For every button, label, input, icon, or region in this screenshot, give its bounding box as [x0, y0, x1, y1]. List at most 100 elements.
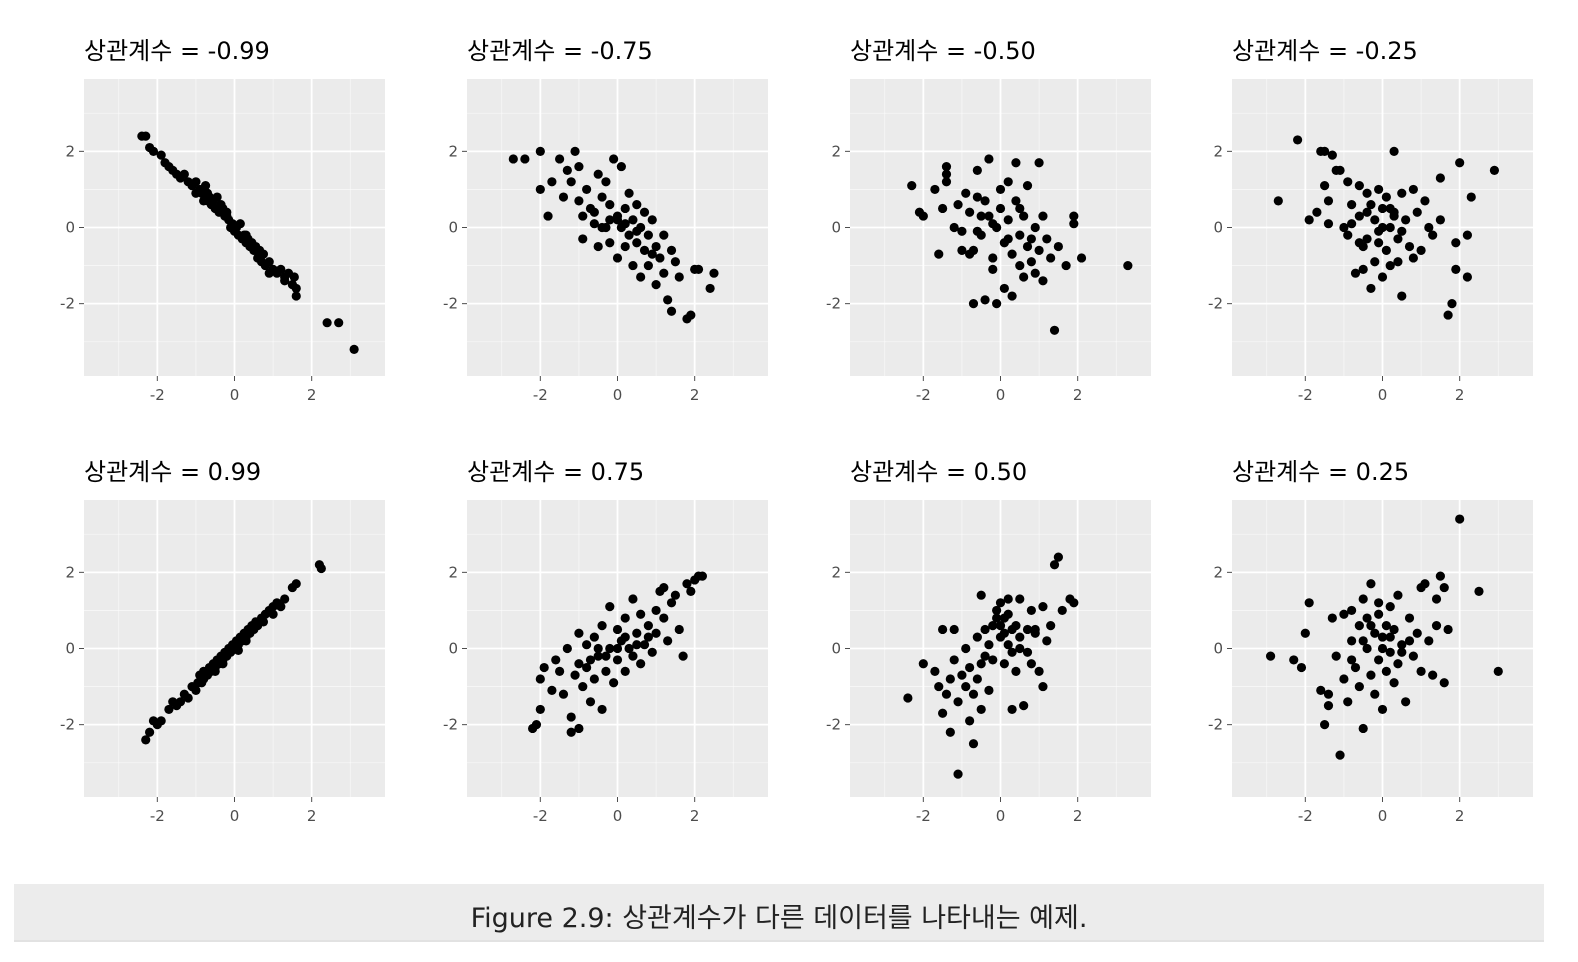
- data-point: [620, 613, 630, 623]
- data-point: [1042, 636, 1052, 646]
- data-point: [605, 215, 615, 225]
- data-point: [1335, 750, 1345, 760]
- data-point: [172, 701, 182, 711]
- data-point: [1412, 628, 1422, 638]
- y-tick-label: 0: [831, 219, 841, 237]
- data-point: [605, 200, 615, 210]
- x-tick-label: -2: [916, 807, 931, 825]
- data-point: [349, 344, 359, 354]
- data-point: [1022, 624, 1033, 635]
- data-point: [980, 651, 990, 661]
- data-point: [1362, 207, 1372, 217]
- data-point: [1011, 196, 1021, 206]
- data-point: [659, 582, 669, 593]
- x-tick-label: -2: [150, 807, 165, 825]
- data-point: [535, 146, 545, 156]
- data-point: [280, 276, 290, 286]
- data-point: [992, 605, 1002, 616]
- data-point: [593, 241, 603, 252]
- panel-title: 상관계수 = 0.25: [1232, 458, 1409, 486]
- data-point: [1003, 215, 1013, 225]
- data-point: [1022, 241, 1033, 252]
- data-point: [1323, 701, 1334, 711]
- data-point: [609, 154, 619, 164]
- data-point: [1057, 605, 1067, 616]
- data-point: [999, 659, 1009, 669]
- y-tick-label: -2: [1208, 295, 1223, 313]
- data-point: [566, 712, 576, 722]
- data-point: [1416, 666, 1426, 676]
- data-point: [1374, 184, 1384, 195]
- data-point: [1331, 651, 1341, 661]
- data-point: [1289, 655, 1299, 665]
- data-point: [1323, 219, 1334, 229]
- data-point: [589, 207, 599, 217]
- data-point: [1034, 666, 1044, 676]
- y-tick-label: 2: [831, 563, 841, 581]
- scatter-panel-5: 상관계수 = 0.99 -2 0 2 -2 0 2: [60, 458, 385, 825]
- data-point: [1370, 689, 1380, 699]
- data-point: [957, 670, 967, 680]
- data-point: [547, 685, 557, 695]
- data-point: [241, 230, 251, 240]
- data-point: [659, 613, 669, 623]
- data-point: [574, 161, 584, 172]
- data-point: [628, 215, 638, 225]
- data-point: [191, 188, 201, 198]
- data-point: [562, 165, 572, 175]
- data-point: [214, 203, 224, 214]
- data-point: [1019, 272, 1029, 282]
- data-point: [601, 666, 611, 676]
- data-point: [1046, 621, 1056, 631]
- data-point: [949, 624, 959, 635]
- data-point: [620, 241, 630, 252]
- data-point: [1397, 188, 1407, 198]
- data-point: [253, 245, 263, 255]
- data-point: [1443, 310, 1453, 320]
- data-point: [578, 234, 588, 244]
- data-point: [663, 636, 673, 646]
- data-point: [651, 628, 661, 638]
- data-point: [1408, 651, 1418, 661]
- data-point: [585, 655, 596, 665]
- data-point: [1385, 260, 1395, 271]
- data-point: [1397, 291, 1407, 301]
- scatter-panel-4: 상관계수 = -0.25 -2 0 2 -2 0 2: [1208, 37, 1533, 404]
- data-point: [995, 203, 1006, 214]
- data-point: [334, 318, 344, 328]
- data-point: [1304, 215, 1314, 225]
- data-point: [597, 222, 607, 233]
- data-point: [1354, 181, 1364, 191]
- x-tick-label: 2: [1073, 386, 1083, 404]
- data-point: [1362, 234, 1372, 244]
- data-point: [141, 735, 151, 745]
- data-point: [535, 704, 545, 715]
- data-point: [1123, 260, 1133, 271]
- data-point: [322, 318, 332, 328]
- data-point: [968, 299, 979, 309]
- data-point: [199, 674, 209, 684]
- data-point: [141, 131, 151, 141]
- data-point: [551, 655, 561, 665]
- data-point: [605, 238, 615, 248]
- data-point: [547, 177, 557, 187]
- data-point: [1347, 605, 1357, 616]
- panel-title: 상관계수 = -0.50: [850, 37, 1036, 65]
- data-point: [968, 739, 979, 749]
- data-point: [1381, 192, 1391, 202]
- x-tick-label: -2: [1298, 807, 1313, 825]
- data-point: [1366, 579, 1376, 589]
- y-tick-label: 2: [831, 142, 841, 160]
- data-point: [1455, 158, 1465, 168]
- data-point: [999, 283, 1009, 294]
- data-point: [918, 659, 928, 669]
- data-point: [268, 602, 278, 612]
- data-point: [976, 211, 986, 221]
- data-point: [1003, 234, 1013, 244]
- data-point: [212, 192, 222, 202]
- data-point: [639, 640, 650, 650]
- data-point: [253, 617, 263, 627]
- x-tick-label: 2: [1455, 807, 1465, 825]
- data-point: [1320, 181, 1330, 191]
- data-point: [1320, 146, 1330, 156]
